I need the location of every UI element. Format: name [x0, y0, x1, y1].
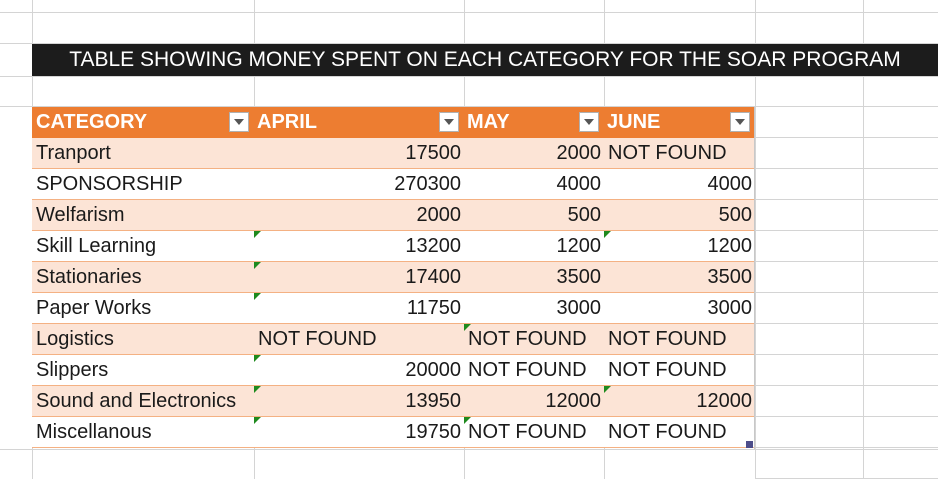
cell-june[interactable]: 3000 — [707, 297, 753, 319]
chevron-down-icon — [234, 119, 244, 125]
cell-may[interactable]: NOT FOUND — [468, 359, 587, 381]
table-row: Tranport 17500 2000 NOT FOUND — [32, 138, 755, 169]
cell-may[interactable]: 3000 — [556, 297, 602, 319]
cell-june[interactable]: 500 — [718, 204, 752, 226]
table-row: Logistics NOT FOUND NOT FOUND NOT FOUND — [32, 324, 755, 355]
table-resize-handle[interactable] — [746, 441, 753, 448]
error-indicator-icon[interactable] — [464, 417, 471, 424]
grid-row-line — [0, 12, 938, 13]
cell-april[interactable]: 13200 — [405, 235, 461, 257]
table-row: Paper Works 11750 3000 3000 — [32, 293, 755, 324]
filter-dropdown-category[interactable] — [229, 112, 249, 132]
error-indicator-icon[interactable] — [254, 293, 261, 300]
error-indicator-icon[interactable] — [254, 262, 261, 269]
cell-april[interactable]: NOT FOUND — [258, 328, 377, 350]
grid-row-line — [755, 137, 938, 138]
header-may[interactable]: MAY — [467, 111, 510, 133]
grid-row-line — [0, 43, 938, 44]
cell-june[interactable]: NOT FOUND — [608, 328, 727, 350]
table-row: Miscellanous 19750 NOT FOUND NOT FOUND — [32, 417, 755, 448]
filter-dropdown-june[interactable] — [730, 112, 750, 132]
filter-dropdown-may[interactable] — [579, 112, 599, 132]
cell-may[interactable]: 2000 — [556, 142, 602, 164]
table-row: Sound and Electronics 13950 12000 12000 — [32, 386, 755, 417]
cell-june[interactable]: NOT FOUND — [608, 421, 727, 443]
table-row: Slippers 20000 NOT FOUND NOT FOUND — [32, 355, 755, 386]
cell-category[interactable]: Tranport — [36, 142, 111, 164]
error-indicator-icon[interactable] — [254, 386, 261, 393]
grid-row-line — [755, 168, 938, 169]
grid-row-line — [755, 447, 938, 448]
grid-row-line — [755, 385, 938, 386]
cell-category[interactable]: Sound and Electronics — [36, 390, 237, 412]
error-indicator-icon[interactable] — [604, 231, 611, 238]
chevron-down-icon — [444, 119, 454, 125]
error-indicator-icon[interactable] — [604, 386, 611, 393]
cell-category[interactable]: Welfarism — [36, 204, 125, 226]
cell-june[interactable]: 12000 — [696, 390, 752, 412]
filter-dropdown-april[interactable] — [439, 112, 459, 132]
grid-col-line — [755, 0, 756, 479]
cell-may[interactable]: NOT FOUND — [468, 328, 587, 350]
cell-june[interactable]: 1200 — [707, 235, 753, 257]
grid-row-line — [755, 292, 938, 293]
cell-may[interactable]: NOT FOUND — [468, 421, 587, 443]
cell-april[interactable]: 13950 — [405, 390, 461, 412]
cell-april[interactable]: 19750 — [405, 421, 461, 443]
cell-may[interactable]: 3500 — [556, 266, 602, 288]
cell-category[interactable]: Skill Learning — [36, 235, 157, 257]
header-june[interactable]: JUNE — [607, 111, 661, 133]
cell-category[interactable]: Slippers — [36, 359, 109, 381]
cell-april[interactable]: 17500 — [405, 142, 461, 164]
grid-row-line — [755, 199, 938, 200]
cell-may[interactable]: 12000 — [545, 390, 601, 412]
grid-col-line — [863, 0, 864, 479]
grid-row-line — [0, 106, 938, 107]
cell-may[interactable]: 4000 — [556, 173, 602, 195]
cell-may[interactable]: 1200 — [556, 235, 602, 257]
chevron-down-icon — [584, 119, 594, 125]
grid-row-line — [0, 76, 938, 77]
grid-row-line — [755, 354, 938, 355]
cell-category[interactable]: Stationaries — [36, 266, 142, 288]
table-row: SPONSORSHIP 270300 4000 4000 — [32, 169, 755, 200]
chevron-down-icon — [735, 119, 745, 125]
table-right-border — [754, 107, 755, 449]
data-table: CATEGORY APRIL MAY JUNE Tranport 17500 2… — [32, 107, 755, 448]
error-indicator-icon[interactable] — [254, 417, 261, 424]
cell-april[interactable]: 270300 — [394, 173, 461, 195]
cell-june[interactable]: 3500 — [707, 266, 753, 288]
cell-june[interactable]: 4000 — [707, 173, 753, 195]
grid-row-line — [0, 449, 938, 450]
table-title: TABLE SHOWING MONEY SPENT ON EACH CATEGO… — [32, 44, 938, 76]
error-indicator-icon[interactable] — [464, 324, 471, 331]
error-indicator-icon[interactable] — [254, 355, 261, 362]
table-row: Skill Learning 13200 1200 1200 — [32, 231, 755, 262]
cell-april[interactable]: 11750 — [406, 297, 461, 319]
cell-category[interactable]: Paper Works — [36, 297, 152, 319]
table-row: Stationaries 17400 3500 3500 — [32, 262, 755, 293]
grid-row-line — [755, 323, 938, 324]
cell-category[interactable]: Logistics — [36, 328, 114, 350]
cell-april[interactable]: 2000 — [416, 204, 462, 226]
cell-category[interactable]: Miscellanous — [36, 421, 152, 443]
cell-may[interactable]: 500 — [567, 204, 601, 226]
header-category[interactable]: CATEGORY — [36, 111, 148, 133]
cell-june[interactable]: NOT FOUND — [608, 359, 727, 381]
cell-category[interactable]: SPONSORSHIP — [36, 173, 183, 195]
grid-row-line — [755, 230, 938, 231]
cell-april[interactable]: 20000 — [405, 359, 461, 381]
grid-row-line — [755, 261, 938, 262]
cell-june[interactable]: NOT FOUND — [608, 142, 727, 164]
error-indicator-icon[interactable] — [254, 231, 261, 238]
table-row: Welfarism 2000 500 500 — [32, 200, 755, 231]
grid-row-line — [755, 416, 938, 417]
cell-april[interactable]: 17400 — [405, 266, 461, 288]
header-april[interactable]: APRIL — [257, 111, 317, 133]
table-header-row: CATEGORY APRIL MAY JUNE — [32, 107, 755, 138]
